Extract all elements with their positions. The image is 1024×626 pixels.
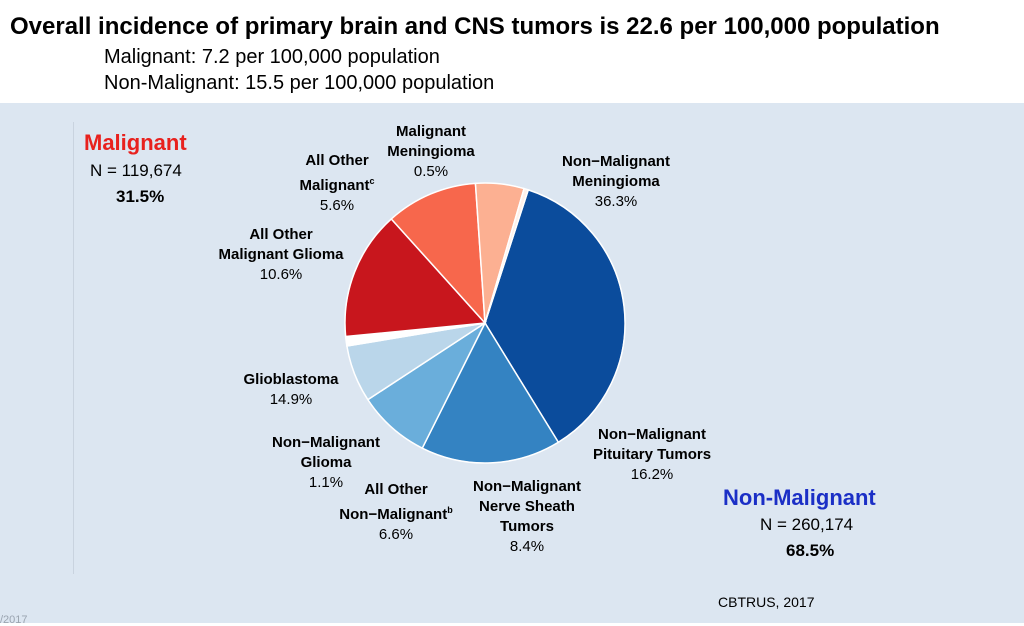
slice-label-percent: 5.6%	[319, 197, 355, 214]
slice-label-name: Glioma	[300, 454, 352, 471]
non-malignant-group-count: N = 260,174	[760, 515, 854, 534]
slice-label-name: Glioblastoma	[243, 371, 339, 388]
source-credit: CBTRUS, 2017	[718, 594, 815, 610]
slice-label-percent: 14.9%	[269, 391, 313, 408]
slice-label: Malignant Meningioma 0.5%	[387, 122, 475, 182]
slice-label-percent: 6.6%	[378, 526, 414, 543]
slice-label-percent: 0.5%	[413, 163, 449, 180]
slice-label: Non−Malignant Glioma 1.1%	[272, 433, 380, 493]
slice-label: Glioblastoma 14.9%	[243, 370, 338, 410]
malignant-group-percent: 31.5%	[116, 187, 165, 206]
slice-label-percent: 16.2%	[630, 466, 674, 483]
slice-label: All Other Non−Malignantb 6.6%	[339, 480, 452, 545]
non-malignant-group-percent: 68.5%	[786, 541, 835, 560]
slice-label-name: Non−Malignant	[562, 153, 670, 170]
slice-label-name: Non−Malignant	[598, 426, 706, 443]
slice-label-percent: 1.1%	[308, 474, 344, 491]
slice-label-percent: 10.6%	[259, 266, 303, 283]
malignant-group-title: Malignant	[84, 130, 187, 155]
pie-outline	[344, 182, 626, 464]
slice-label: Non−Malignant Nerve Sheath Tumors 8.4%	[473, 477, 581, 557]
title-area: Overall incidence of primary brain and C…	[0, 0, 1024, 103]
slice-label: All Other Malignant Glioma 10.6%	[218, 225, 343, 285]
slice-label-name: Meningioma	[387, 143, 475, 160]
non-malignant-rate-line: Non-Malignant: 15.5 per 100,000 populati…	[104, 72, 495, 94]
panel-divider	[73, 122, 74, 574]
page-title: Overall incidence of primary brain and C…	[10, 13, 940, 40]
slice-label: Non−Malignant Meningioma 36.3%	[562, 152, 670, 212]
malignant-rate-line: Malignant: 7.2 per 100,000 population	[104, 46, 440, 68]
slice-label: All Other Malignantc 5.6%	[299, 151, 374, 216]
footnote-marker: b	[447, 505, 453, 515]
slice-label-name: Non−Malignant	[272, 434, 380, 451]
footnote-marker: c	[369, 176, 375, 186]
slice-label: Non−Malignant Pituitary Tumors 16.2%	[593, 425, 711, 485]
slice-label-name: All Other	[305, 152, 369, 169]
slice-label-name: Meningioma	[572, 173, 660, 190]
slice-label-name: All Other	[249, 226, 313, 243]
slice-label-name: Non−Malignant	[473, 478, 581, 495]
slice-label-name: Non−Malignantb	[339, 505, 453, 523]
slice-label-percent: 36.3%	[594, 193, 638, 210]
slice-label-name: Malignant Glioma	[218, 246, 344, 263]
slice-label-name: Tumors	[500, 518, 554, 535]
slice-label-name: Malignantc	[299, 176, 375, 194]
slice-label-name: Malignant	[395, 123, 466, 140]
slice-label-name: Pituitary Tumors	[592, 446, 712, 463]
slice-label-percent: 8.4%	[509, 538, 545, 555]
slice-label-name: Nerve Sheath	[479, 498, 575, 515]
footer-date-fragment: /2017	[0, 614, 28, 626]
slice-label-name: All Other	[364, 481, 428, 498]
malignant-group-count: N = 119,674	[90, 161, 182, 180]
non-malignant-group-title: Non-Malignant	[723, 485, 876, 510]
